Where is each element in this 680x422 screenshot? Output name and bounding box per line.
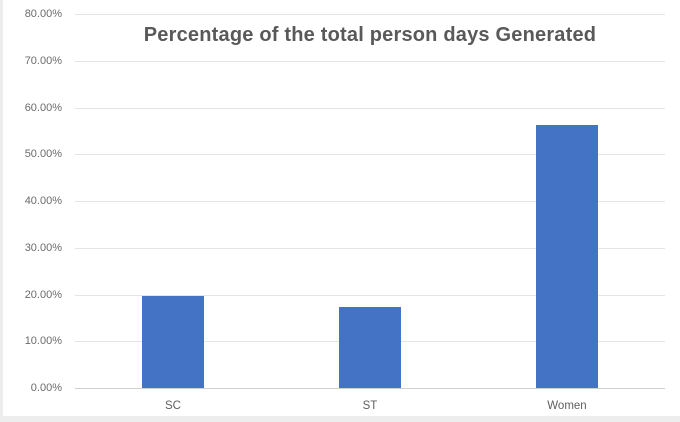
gridline [75,295,665,296]
y-tick-label: 40.00% [24,195,62,207]
y-tick-label: 10.00% [24,335,62,347]
y-tick-label: 70.00% [24,55,62,67]
bar-sc [142,296,204,388]
y-tick-label: 20.00% [24,289,62,301]
y-tick-label: 0.00% [30,382,62,394]
chart-title: Percentage of the total person days Gene… [143,24,597,46]
x-tick-label-women: Women [547,400,587,412]
gridline [75,201,665,202]
gridline [75,248,665,249]
gridline [75,154,665,155]
gridline [75,61,665,62]
bar-st [339,307,401,388]
plot-area [75,14,665,389]
x-axis-baseline [75,388,665,389]
x-tick-label-st: ST [362,400,378,412]
left-edge-artifact [0,0,3,422]
y-tick-label: 60.00% [24,102,62,114]
x-tick-label-sc: SC [165,400,181,412]
bar-women [536,125,598,388]
y-tick-label: 50.00% [24,148,62,160]
gridline [75,108,665,109]
y-tick-label: 30.00% [24,242,62,254]
bottom-edge-artifact [0,416,680,422]
y-tick-label: 80.00% [24,8,62,20]
gridline [75,14,665,15]
